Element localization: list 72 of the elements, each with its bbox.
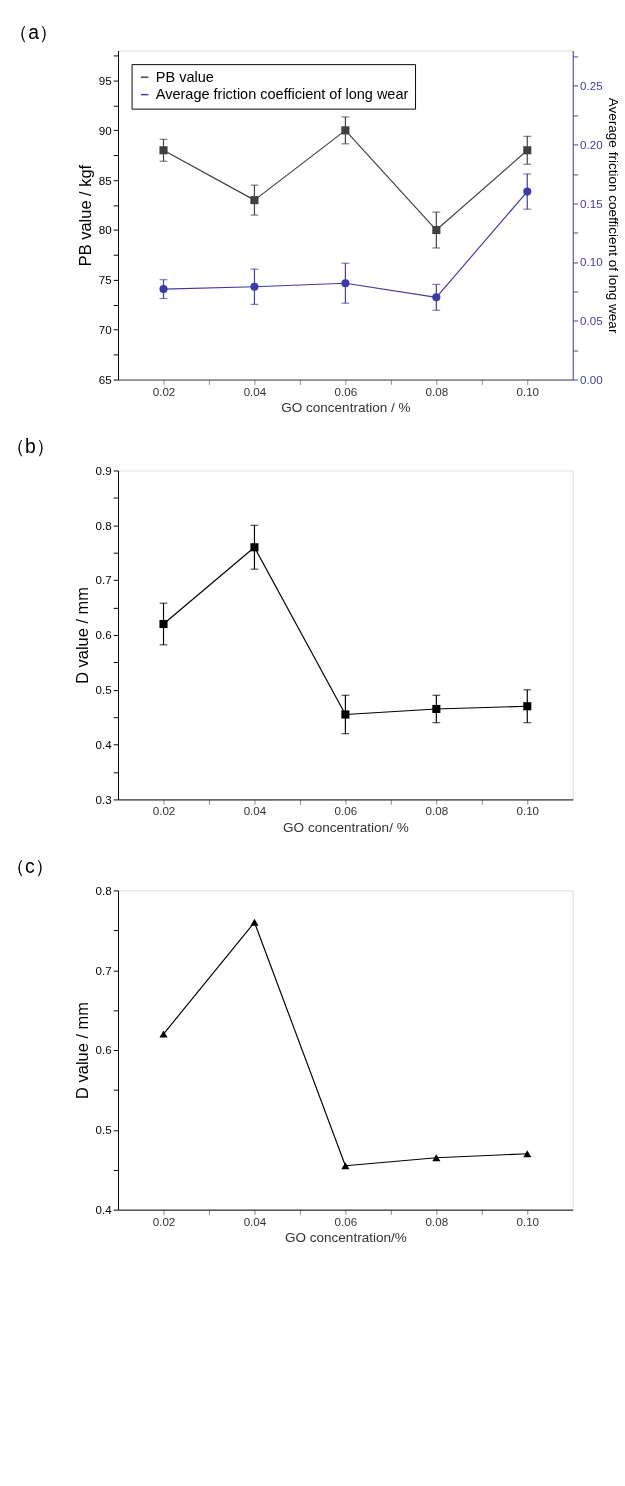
point <box>159 1030 168 1038</box>
y-tick-label: 0.5 <box>95 683 112 697</box>
point <box>159 619 168 629</box>
point <box>432 704 441 714</box>
x-axis-title: GO concentration/% <box>284 1230 407 1246</box>
x-tick-label: 0.02 <box>152 384 176 398</box>
x-tick-label: 0.08 <box>425 384 449 398</box>
y-tick-label: 75 <box>98 273 112 287</box>
point <box>523 702 532 711</box>
y-tick-label: 0.5 <box>95 1123 112 1137</box>
y-tick-label: 0.7 <box>95 573 112 587</box>
y2-tick-label: 0.20 <box>580 137 603 151</box>
point <box>523 1150 532 1158</box>
y-tick-label: 0.4 <box>95 737 113 751</box>
x-axis-title: GO concentration / % <box>281 399 411 415</box>
point <box>523 187 532 196</box>
point <box>432 293 441 302</box>
point <box>523 146 532 155</box>
point <box>250 543 259 552</box>
x-tick-label: 0.04 <box>243 384 267 398</box>
y2-tick-label: 0.25 <box>580 79 603 93</box>
x-tick-label: 0.02 <box>152 804 176 818</box>
x-tick-label: 0.08 <box>425 1214 449 1228</box>
y2-tick-label: 0.00 <box>580 372 603 386</box>
chart-title: （b） <box>6 435 55 458</box>
y-tick-label: 0.4 <box>95 1203 113 1217</box>
point <box>341 1162 350 1170</box>
y-tick-label: 85 <box>98 173 112 187</box>
y-axis-title: D value / mm <box>72 1002 91 1099</box>
y-tick-label: 90 <box>98 123 112 137</box>
point <box>432 1154 441 1162</box>
chart-title: （a） <box>9 20 59 43</box>
x-tick-label: 0.06 <box>334 804 358 818</box>
point <box>341 126 350 135</box>
x-tick-label: 0.06 <box>334 384 358 398</box>
point <box>432 225 441 235</box>
y-axis-title: D value / mm <box>72 587 91 684</box>
x-tick-label: 0.10 <box>516 804 540 818</box>
x-tick-label: 0.10 <box>516 1214 540 1228</box>
x-tick-label: 0.02 <box>152 1214 176 1228</box>
y-tick-label: 0.8 <box>95 883 112 897</box>
y-tick-label: 0.3 <box>95 792 112 806</box>
x-tick-label: 0.04 <box>243 804 267 818</box>
y-tick-label: 65 <box>98 372 112 386</box>
y-tick-label: 95 <box>98 73 112 87</box>
x-tick-label: 0.06 <box>334 1214 358 1228</box>
y2-axis-title: Average friction coefficient of long wear <box>606 97 622 334</box>
point <box>250 282 259 291</box>
x-axis-title: GO concentration/ % <box>283 819 409 835</box>
y-tick-label: 0.6 <box>95 628 112 642</box>
x-tick-label: 0.08 <box>425 804 449 818</box>
y-tick-label: 80 <box>98 223 112 237</box>
y-tick-label: 70 <box>98 323 112 337</box>
y2-tick-label: 0.15 <box>580 196 603 210</box>
point <box>341 279 350 288</box>
y2-tick-label: 0.10 <box>580 255 603 269</box>
y-tick-label: 0.7 <box>95 963 112 977</box>
y-axis-title: PB value / kgf <box>76 164 95 267</box>
point <box>250 196 259 205</box>
point <box>250 918 259 926</box>
y-tick-label: 0.8 <box>95 518 112 532</box>
y-tick-label: 0.6 <box>95 1043 112 1057</box>
point <box>341 710 350 719</box>
point <box>159 285 168 294</box>
y-tick-label: 0.9 <box>95 463 112 477</box>
y2-tick-label: 0.05 <box>580 314 603 328</box>
x-tick-label: 0.10 <box>516 384 540 398</box>
x-tick-label: 0.04 <box>243 1214 267 1228</box>
legend-label: PB value <box>155 69 214 86</box>
chart-title: （c） <box>6 854 54 877</box>
legend-label: Average friction coefficient of long wear <box>155 86 409 103</box>
point <box>159 146 168 155</box>
